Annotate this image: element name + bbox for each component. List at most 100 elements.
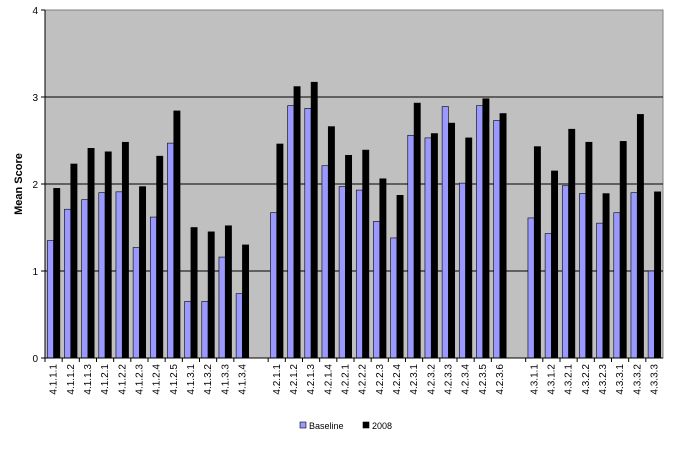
x-tick-label: 4.1.3.3 <box>220 364 231 395</box>
x-tick-label: 4.3.1.2 <box>546 364 557 395</box>
bar-baseline-4.1.2.2 <box>115 191 123 359</box>
bar-baseline-4.2.2.3 <box>373 221 381 359</box>
x-tick-label: 4.1.3.2 <box>203 364 214 395</box>
gridlines <box>45 96 663 272</box>
x-tick-label: 4.2.3.2 <box>426 364 437 395</box>
x-tick-label: 4.3.3.1 <box>615 364 626 395</box>
bar-baseline-4.3.2.1 <box>561 185 569 359</box>
x-tick-label: 4.3.3.3 <box>649 364 660 395</box>
bar-baseline-4.3.3.2 <box>630 192 638 359</box>
legend-label-2008: 2008 <box>372 421 392 431</box>
y-axis-label: Mean Score <box>13 153 25 215</box>
bar-2008-4.2.2.4 <box>396 195 404 359</box>
x-tick-label: 4.3.2.2 <box>581 364 592 395</box>
bar-baseline-4.1.1.3 <box>81 199 89 359</box>
bar-2008-4.1.2.5 <box>173 110 181 359</box>
bar-baseline-4.2.1.3 <box>304 108 312 359</box>
bar-baseline-4.1.3.2 <box>201 301 209 359</box>
x-tick-label: 4.2.2.4 <box>392 364 403 395</box>
bar-2008-4.2.3.1 <box>413 102 421 359</box>
bar-baseline-4.2.3.6 <box>493 120 501 359</box>
bar-2008-4.1.1.3 <box>87 148 95 359</box>
bar-2008-4.3.2.1 <box>568 128 576 359</box>
x-tick-label: 4.1.1.1 <box>49 364 60 395</box>
x-tick-label: 4.2.2.2 <box>358 364 369 395</box>
bar-2008-4.1.2.4 <box>156 155 164 359</box>
bar-baseline-4.1.1.2 <box>64 208 72 359</box>
bar-baseline-4.3.3.1 <box>613 212 621 359</box>
legend-label-baseline: Baseline <box>309 421 344 431</box>
bar-2008-4.2.3.2 <box>430 133 438 359</box>
bar-baseline-4.2.3.5 <box>476 105 484 359</box>
x-tick-label: 4.3.2.1 <box>564 364 575 395</box>
bar-2008-4.1.1.2 <box>70 163 78 359</box>
y-tick-label: 4 <box>32 6 38 17</box>
bar-2008-4.2.2.3 <box>379 178 387 359</box>
bar-2008-4.1.3.3 <box>224 225 232 359</box>
bar-2008-4.1.2.2 <box>121 141 129 359</box>
bar-baseline-4.1.3.3 <box>218 256 226 359</box>
x-tick-label: 4.1.2.1 <box>100 364 111 395</box>
x-axis-ticks: 4.1.1.1 4.1.1.2 4.1.1.3 4.1.2.1 4.1.2.2 4.1.2… <box>44 358 660 395</box>
x-tick-label: 4.1.3.1 <box>186 364 197 395</box>
x-tick-label: 4.3.3.2 <box>632 364 643 395</box>
x-tick-label: 4.2.3.6 <box>495 364 506 395</box>
x-tick-label: 4.2.1.1 <box>272 364 283 395</box>
bar-baseline-4.2.2.1 <box>338 186 346 359</box>
x-tick-label: 4.1.3.4 <box>237 364 248 395</box>
bar-baseline-4.2.1.2 <box>287 105 295 359</box>
x-tick-label: 4.2.2.3 <box>375 364 386 395</box>
bar-baseline-4.2.3.4 <box>458 182 466 359</box>
bar-baseline-4.1.3.4 <box>235 293 243 359</box>
bar-2008-4.2.2.2 <box>362 149 370 359</box>
bar-baseline-4.3.1.2 <box>544 233 552 359</box>
x-tick-label: 4.1.2.2 <box>117 364 128 395</box>
y-tick-label: 1 <box>32 267 38 278</box>
x-tick-label: 4.1.1.3 <box>83 364 94 395</box>
bar-2008-4.1.2.1 <box>104 151 112 359</box>
bar-2008-4.2.3.5 <box>482 98 490 359</box>
bar-baseline-4.1.2.1 <box>98 192 106 359</box>
bar-baseline-4.2.2.2 <box>355 189 363 359</box>
x-tick-label: 4.3.1.1 <box>529 364 540 395</box>
x-tick-label: 4.2.3.1 <box>409 364 420 395</box>
bar-2008-4.2.1.4 <box>327 126 335 359</box>
bar-baseline-4.1.2.3 <box>132 247 140 359</box>
bar-2008-4.2.3.6 <box>499 113 507 359</box>
bar-2008-4.3.3.2 <box>636 114 644 359</box>
x-tick-label: 4.2.3.5 <box>478 364 489 395</box>
bar-2008-4.1.1.1 <box>53 188 61 359</box>
legend: Baseline 2008 <box>299 421 392 431</box>
bar-baseline-4.1.2.4 <box>149 216 157 359</box>
x-tick-label: 4.2.3.4 <box>461 364 472 395</box>
bar-2008-4.2.3.3 <box>448 122 456 359</box>
bar-2008-4.2.2.1 <box>345 154 353 359</box>
y-tick-label: 2 <box>32 180 38 191</box>
bar-2008-4.3.2.3 <box>602 193 610 359</box>
bar-baseline-4.2.3.1 <box>407 134 415 359</box>
x-tick-label: 4.1.2.3 <box>134 364 145 395</box>
bar-baseline-4.3.1.1 <box>527 217 535 359</box>
bar-2008-4.3.3.3 <box>654 191 662 359</box>
x-tick-label: 4.2.1.2 <box>289 364 300 395</box>
bar-baseline-4.3.2.2 <box>579 193 587 359</box>
bar-baseline-4.2.2.4 <box>390 237 398 359</box>
bar-baseline-4.1.2.5 <box>167 142 175 359</box>
x-tick-label: 4.1.1.2 <box>66 364 77 395</box>
bar-2008-4.3.1.1 <box>533 146 541 359</box>
bar-2008-4.3.2.2 <box>585 141 593 359</box>
bar-baseline-4.2.1.4 <box>321 165 329 359</box>
bar-2008-4.1.3.2 <box>207 231 215 359</box>
x-tick-label: 4.2.1.4 <box>323 364 334 395</box>
bar-baseline-4.1.1.1 <box>46 240 54 359</box>
bar-2008-4.3.3.1 <box>619 141 627 359</box>
bar-baseline-4.2.1.1 <box>270 212 278 359</box>
bar-2008-4.3.1.2 <box>551 170 559 359</box>
x-tick-label: 4.2.2.1 <box>340 364 351 395</box>
y-tick-label: 3 <box>32 93 38 104</box>
bar-2008-4.1.2.3 <box>139 186 147 359</box>
bar-2008-4.2.1.1 <box>276 143 284 359</box>
bar-baseline-4.3.3.3 <box>647 270 655 359</box>
y-tick-label: 0 <box>32 354 38 365</box>
